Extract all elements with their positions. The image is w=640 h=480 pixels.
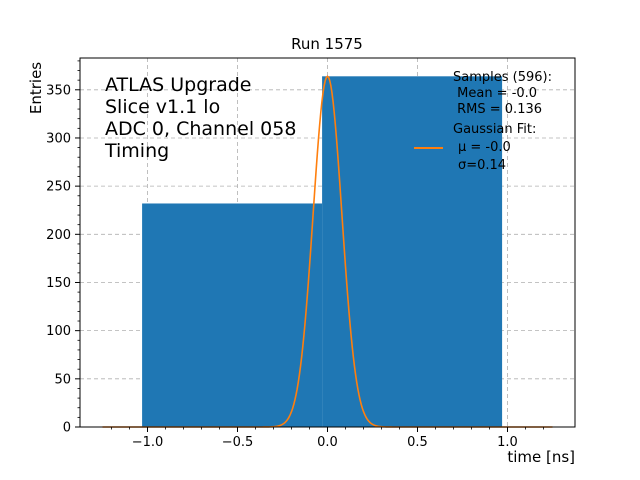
y-tick-label-7: 350 — [46, 83, 71, 98]
legend-fit-mu: μ = -0.0 — [458, 140, 511, 155]
histogram-bars — [142, 76, 503, 427]
legend-samples-title: Samples (596): — [453, 70, 552, 85]
experiment-annotation: ATLAS Upgrade Slice v1.1 lo ADC 0, Chann… — [104, 74, 296, 162]
x-tick-label-0: −1.0 — [132, 435, 164, 450]
legend: Samples (596): Mean = -0.0 RMS = 0.136 G… — [414, 70, 552, 173]
y-tick-label-4: 200 — [46, 228, 71, 243]
y-tick-label-2: 100 — [46, 324, 71, 339]
legend-samples-mean: Mean = -0.0 — [453, 86, 537, 101]
x-tick-label-2: 0.0 — [317, 435, 338, 450]
y-tick-label-6: 300 — [46, 131, 71, 146]
y-tick-label-0: 0 — [63, 421, 71, 436]
annotation-line-2: Slice v1.1 lo — [105, 96, 220, 118]
y-tick-label-3: 150 — [46, 276, 71, 291]
histogram-bar-1 — [322, 76, 503, 427]
annotation-line-3: ADC 0, Channel 058 — [105, 118, 296, 140]
y-axis: 0 50 100 150 200 250 300 350 — [46, 60, 80, 436]
legend-fit-title: Gaussian Fit: — [453, 122, 536, 137]
annotation-line-1: ATLAS Upgrade — [105, 74, 251, 96]
y-axis-label: Entries — [27, 62, 45, 114]
y-tick-label-5: 250 — [46, 180, 71, 195]
y-tick-label-1: 50 — [54, 372, 71, 387]
x-axis: −1.0 −0.5 0.0 0.5 1.0 — [111, 427, 544, 450]
x-tick-label-1: −0.5 — [222, 435, 254, 450]
x-axis-label: time [ns] — [507, 448, 575, 466]
x-tick-label-3: 0.5 — [407, 435, 428, 450]
x-tick-label-4: 1.0 — [497, 435, 518, 450]
legend-fit-sigma: σ=0.14 — [458, 158, 506, 173]
histogram-bar-0 — [142, 203, 323, 427]
legend-samples-rms: RMS = 0.136 — [453, 102, 542, 117]
chart-title: Run 1575 — [291, 35, 363, 53]
annotation-line-4: Timing — [104, 140, 169, 162]
